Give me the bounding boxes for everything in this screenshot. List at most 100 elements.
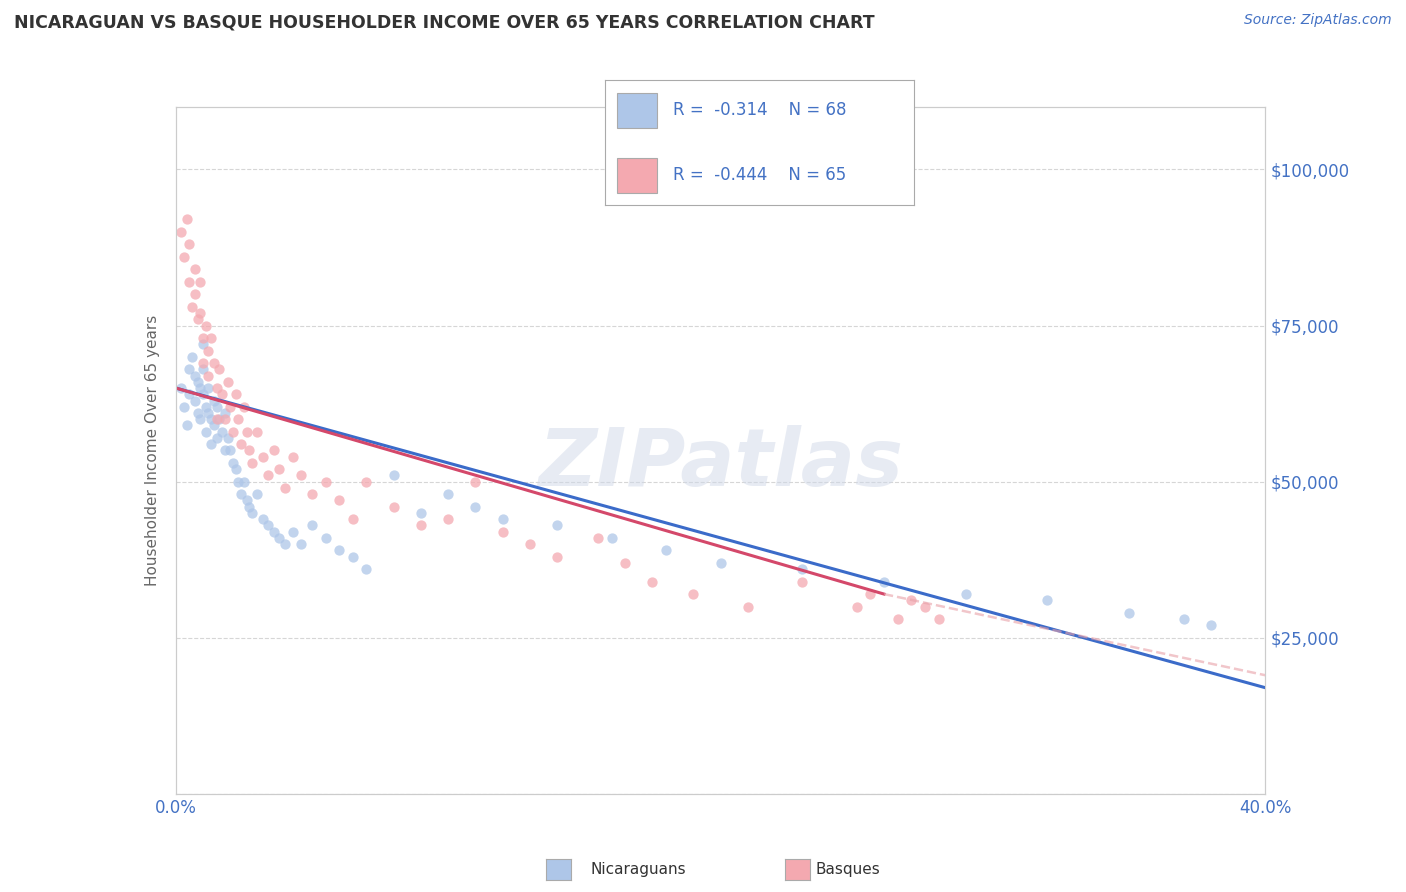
Point bbox=[217, 431, 239, 445]
Point bbox=[914, 599, 936, 614]
Point bbox=[290, 468, 312, 483]
Point bbox=[342, 549, 364, 564]
Point bbox=[179, 237, 201, 252]
Point bbox=[710, 556, 733, 570]
Point bbox=[200, 412, 222, 426]
Point bbox=[1118, 606, 1140, 620]
Point bbox=[437, 512, 460, 526]
Point bbox=[179, 387, 201, 401]
Point bbox=[200, 331, 222, 345]
Point bbox=[269, 531, 291, 545]
Point bbox=[356, 475, 378, 489]
Point bbox=[328, 493, 350, 508]
Point bbox=[225, 462, 247, 476]
Point bbox=[235, 493, 257, 508]
Point bbox=[246, 487, 269, 501]
Point bbox=[188, 306, 211, 320]
Point bbox=[228, 475, 250, 489]
Point bbox=[173, 250, 195, 264]
Point bbox=[184, 262, 207, 277]
Point bbox=[176, 418, 198, 433]
Point bbox=[191, 387, 214, 401]
Point bbox=[281, 450, 304, 464]
Point bbox=[342, 512, 364, 526]
Point bbox=[184, 393, 207, 408]
Point bbox=[315, 475, 337, 489]
Point bbox=[437, 487, 460, 501]
Point bbox=[301, 487, 323, 501]
Point bbox=[641, 574, 664, 589]
Point bbox=[614, 556, 637, 570]
Text: Basques: Basques bbox=[815, 863, 880, 877]
Point bbox=[231, 487, 253, 501]
Point bbox=[263, 524, 285, 539]
Point bbox=[464, 475, 486, 489]
Point bbox=[859, 587, 882, 601]
Point bbox=[214, 412, 236, 426]
Point bbox=[655, 543, 678, 558]
Point bbox=[682, 587, 704, 601]
Point bbox=[586, 531, 609, 545]
Point bbox=[382, 468, 405, 483]
Point bbox=[188, 412, 211, 426]
Point bbox=[170, 381, 193, 395]
Point bbox=[191, 362, 214, 376]
Point bbox=[252, 512, 274, 526]
Y-axis label: Householder Income Over 65 years: Householder Income Over 65 years bbox=[145, 315, 160, 586]
Point bbox=[232, 475, 254, 489]
Point bbox=[211, 387, 233, 401]
Point bbox=[186, 375, 209, 389]
Point bbox=[409, 506, 432, 520]
Point bbox=[179, 275, 201, 289]
Point bbox=[217, 375, 239, 389]
Point bbox=[356, 562, 378, 576]
Text: R =  -0.444    N = 65: R = -0.444 N = 65 bbox=[672, 166, 846, 184]
Point bbox=[257, 468, 280, 483]
Point bbox=[886, 612, 908, 626]
Point bbox=[328, 543, 350, 558]
Text: NICARAGUAN VS BASQUE HOUSEHOLDER INCOME OVER 65 YEARS CORRELATION CHART: NICARAGUAN VS BASQUE HOUSEHOLDER INCOME … bbox=[14, 13, 875, 31]
Point bbox=[238, 500, 260, 514]
Point bbox=[240, 506, 263, 520]
Point bbox=[214, 443, 236, 458]
Point bbox=[194, 425, 217, 439]
Point bbox=[181, 350, 204, 364]
Point bbox=[176, 212, 198, 227]
Point bbox=[202, 418, 225, 433]
Point bbox=[202, 393, 225, 408]
Point bbox=[211, 425, 233, 439]
Point bbox=[208, 362, 231, 376]
FancyBboxPatch shape bbox=[617, 158, 657, 193]
Point bbox=[225, 387, 247, 401]
Point bbox=[208, 412, 231, 426]
Point bbox=[197, 406, 219, 420]
Text: Nicaraguans: Nicaraguans bbox=[591, 863, 686, 877]
Point bbox=[546, 549, 568, 564]
Point bbox=[382, 500, 405, 514]
Point bbox=[845, 599, 868, 614]
Text: Source: ZipAtlas.com: Source: ZipAtlas.com bbox=[1244, 13, 1392, 28]
Point bbox=[188, 381, 211, 395]
Point bbox=[197, 381, 219, 395]
Point bbox=[181, 300, 204, 314]
Text: R =  -0.314    N = 68: R = -0.314 N = 68 bbox=[672, 102, 846, 120]
Point bbox=[238, 443, 260, 458]
Point bbox=[281, 524, 304, 539]
Point bbox=[228, 412, 250, 426]
Point bbox=[205, 412, 228, 426]
Point bbox=[1199, 618, 1222, 632]
Point bbox=[179, 362, 201, 376]
Point bbox=[222, 425, 245, 439]
Point bbox=[194, 318, 217, 333]
Point bbox=[205, 431, 228, 445]
Point bbox=[200, 437, 222, 451]
Point bbox=[792, 574, 814, 589]
Point bbox=[191, 331, 214, 345]
Point bbox=[492, 512, 515, 526]
FancyBboxPatch shape bbox=[617, 93, 657, 128]
Point bbox=[600, 531, 623, 545]
Point bbox=[214, 406, 236, 420]
Point bbox=[274, 481, 297, 495]
Point bbox=[173, 400, 195, 414]
Point bbox=[219, 400, 242, 414]
